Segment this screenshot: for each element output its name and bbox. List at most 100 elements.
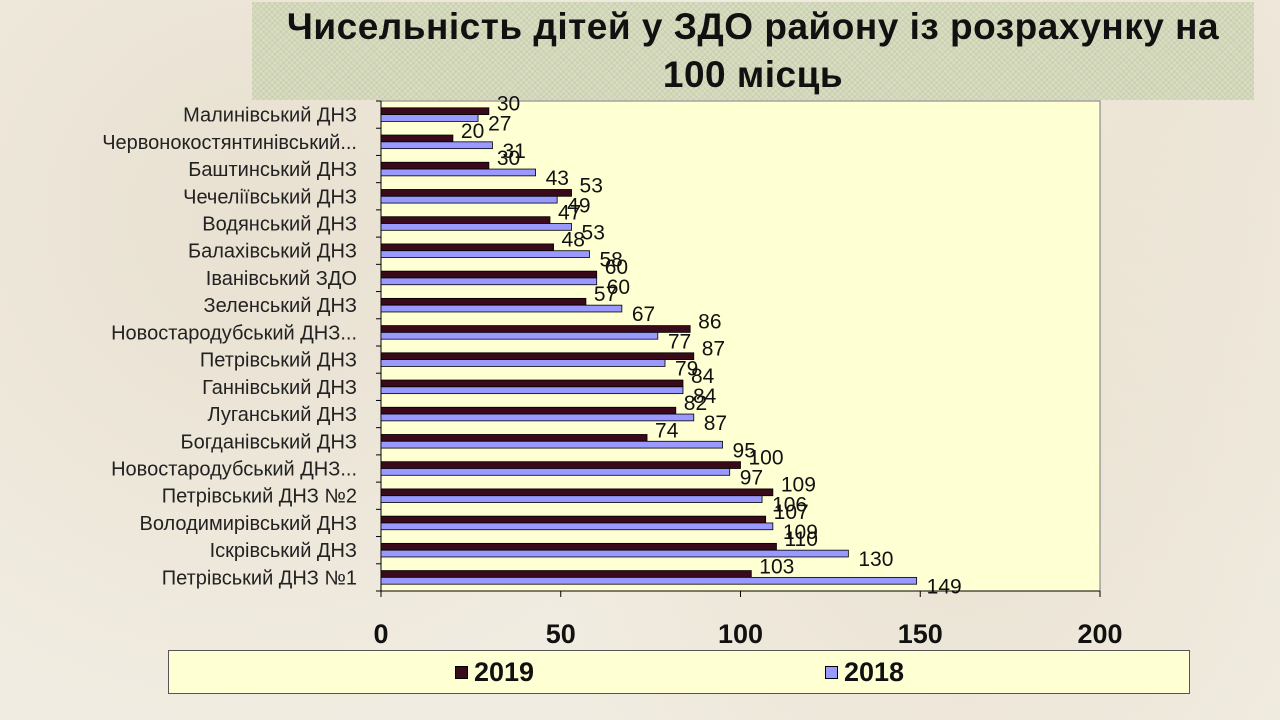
- category-label: Новостародубський ДНЗ...: [111, 459, 357, 481]
- x-tick-label: 150: [898, 619, 943, 649]
- legend-item-2018: 2018: [825, 657, 904, 688]
- data-label-2018: 130: [858, 548, 893, 571]
- data-label-2018: 84: [693, 385, 717, 408]
- x-tick-label: 200: [1077, 619, 1122, 649]
- bar-2019: [380, 461, 741, 469]
- category-label: Петрівський ДНЗ: [200, 350, 357, 372]
- x-tick-label: 100: [718, 619, 763, 649]
- x-tick-label: 0: [373, 619, 388, 649]
- bar-2019: [380, 243, 554, 252]
- data-label-2019: 53: [580, 174, 603, 197]
- x-tick-label: 50: [546, 619, 576, 649]
- data-label-2018: 53: [582, 222, 605, 245]
- data-label-2019: 60: [605, 256, 628, 279]
- category-label: Малинівський ДНЗ: [183, 105, 357, 127]
- bar-2018: [380, 223, 572, 231]
- category-label: Новостародубський ДНЗ...: [111, 322, 357, 344]
- bar-2019: [380, 570, 752, 578]
- category-label: Петрівський ДНЗ №1: [162, 567, 357, 589]
- bar-2018: [380, 522, 774, 531]
- bar-2018: [380, 168, 536, 177]
- bar-2019: [380, 216, 551, 224]
- category-label: Володимирівський ДНЗ: [140, 513, 357, 535]
- bar-2018: [380, 250, 590, 258]
- data-label-2019: 20: [461, 120, 484, 143]
- data-label-2019: 103: [759, 555, 794, 578]
- category-label: Іскрівський ДНЗ: [210, 540, 357, 562]
- bar-2019: [380, 297, 587, 306]
- bar-2018: [380, 359, 666, 367]
- bar-2018: [380, 304, 623, 313]
- data-label-2019: 100: [749, 447, 784, 470]
- bar-2018: [380, 440, 723, 449]
- bar-2019: [380, 488, 774, 497]
- bar-2019: [380, 352, 695, 361]
- bar-2019: [380, 161, 490, 170]
- legend-item-2019: 2019: [455, 657, 534, 688]
- legend-label-2019: 2019: [474, 656, 535, 687]
- bar-2018: [380, 576, 918, 585]
- data-label-2018: 95: [733, 439, 756, 462]
- plot-area: [380, 100, 1101, 592]
- category-label: Баштинський ДНЗ: [188, 159, 357, 181]
- data-label-2018: 109: [783, 521, 818, 544]
- data-label-2018: 77: [668, 330, 691, 353]
- legend-label-2018: 2018: [844, 656, 905, 687]
- data-label-2018: 97: [740, 467, 763, 490]
- data-label-2019: 107: [774, 501, 809, 524]
- bar-2018: [380, 195, 558, 204]
- data-label-2018: 49: [567, 194, 590, 217]
- bar-2018: [380, 141, 493, 150]
- data-label-2019: 30: [497, 147, 520, 170]
- bar-2019: [380, 107, 490, 116]
- bar-2019: [380, 542, 777, 551]
- category-label: Зеленський ДНЗ: [203, 295, 357, 317]
- bar-2018: [380, 331, 659, 340]
- category-label: Іванівський ЗДО: [206, 268, 357, 290]
- data-label-2018: 87: [704, 412, 727, 435]
- data-label-2019: 82: [684, 392, 707, 415]
- bar-2018: [380, 495, 763, 503]
- chart-title: Чисельність дітей у ЗДО району із розрах…: [286, 6, 1220, 95]
- data-label-2019: 86: [698, 310, 721, 333]
- bar-2018: [380, 386, 684, 395]
- data-label-2019: 30: [497, 93, 520, 116]
- data-label-2018: 58: [600, 249, 623, 272]
- data-label-2019: 109: [781, 474, 816, 497]
- data-label-2019: 74: [655, 419, 679, 442]
- category-label: Червонокостянтинівський...: [102, 132, 357, 154]
- category-label: Балахівський ДНЗ: [188, 241, 357, 263]
- category-label: Богданівський ДНЗ: [181, 431, 357, 453]
- data-label-2018: 31: [502, 140, 525, 163]
- data-label-2019: 110: [784, 528, 817, 551]
- bar-2019: [380, 434, 648, 442]
- data-label-2019: 57: [594, 283, 617, 306]
- category-label: Луганський ДНЗ: [207, 404, 357, 426]
- chart-title-box: Чисельність дітей у ЗДО району із розрах…: [252, 2, 1254, 100]
- bar-2018: [380, 549, 849, 558]
- bar-2019: [380, 379, 684, 388]
- bar-2019: [380, 270, 598, 279]
- category-label: Петрівський ДНЗ №2: [162, 486, 357, 508]
- bar-2018: [380, 277, 598, 286]
- bar-2018: [380, 413, 695, 422]
- data-label-2019: 48: [562, 229, 585, 252]
- bar-2019: [380, 325, 691, 333]
- category-label: Водянський ДНЗ: [202, 214, 357, 236]
- bar-2018: [380, 114, 479, 122]
- data-label-2018: 67: [632, 303, 655, 326]
- bar-2019: [380, 134, 454, 143]
- legend-swatch-2018: [825, 665, 838, 679]
- data-label-2018: 106: [772, 494, 807, 517]
- category-label: Ганнівський ДНЗ: [202, 377, 357, 399]
- data-label-2019: 47: [558, 202, 581, 225]
- data-label-2018: 149: [927, 575, 962, 598]
- chart-legend: 2019 2018: [168, 650, 1190, 694]
- data-label-2018: 79: [675, 358, 698, 381]
- data-label-2018: 43: [546, 167, 569, 190]
- bar-2019: [380, 189, 572, 197]
- bar-2018: [380, 468, 731, 476]
- category-label: Чечеліївський ДНЗ: [183, 186, 357, 208]
- data-label-2019: 87: [702, 338, 725, 361]
